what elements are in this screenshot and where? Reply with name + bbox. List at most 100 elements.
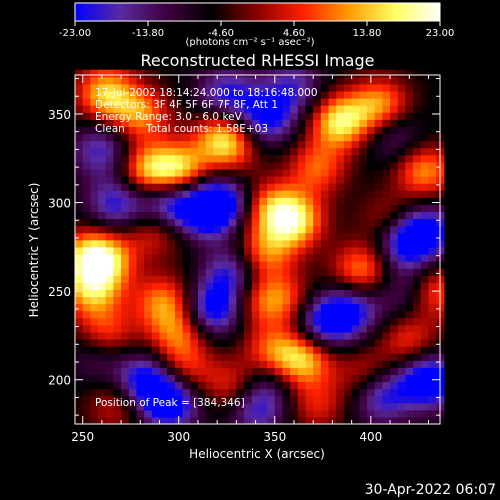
heatmap-cell [174, 296, 184, 305]
heatmap-cell [136, 381, 145, 390]
heatmap-cell [413, 331, 422, 340]
heatmap-cell [405, 105, 414, 113]
heatmap-cell [282, 168, 291, 177]
heatmap-cell [420, 105, 430, 113]
heatmap-cell [405, 317, 414, 326]
heatmap-cell [151, 90, 161, 99]
heatmap-cell [251, 253, 261, 262]
heatmap-cell [90, 268, 99, 276]
heatmap-cell [136, 90, 145, 99]
heatmap-cell [113, 239, 122, 248]
heatmap-cell [136, 402, 145, 411]
heatmap-cell [244, 119, 253, 127]
heatmap-cell [136, 232, 145, 241]
heatmap-cell [190, 232, 199, 241]
heatmap-cell [105, 402, 115, 411]
heatmap-cell [113, 296, 122, 305]
heatmap-cell [290, 183, 299, 191]
heatmap-cell [121, 275, 130, 283]
heatmap-cell [359, 154, 368, 163]
heatmap-cells [75, 69, 445, 425]
heatmap-cell [313, 197, 322, 205]
heatmap-cell [305, 296, 314, 305]
heatmap-cell [236, 310, 245, 319]
heatmap-cell [267, 268, 276, 276]
annotation-time: 17-Jul-2002 18:14:24.000 to 18:16:48.000 [95, 87, 318, 99]
heatmap-cell [343, 317, 353, 326]
heatmap-cell [313, 296, 322, 305]
heatmap-cell [297, 261, 307, 269]
heatmap-cell [121, 303, 130, 312]
heatmap-cell [336, 346, 345, 354]
heatmap-cell [90, 105, 99, 113]
heatmap-cell [343, 282, 353, 290]
heatmap-cell [182, 289, 191, 298]
heatmap-cell [121, 225, 130, 234]
heatmap-cell [382, 395, 391, 404]
heatmap-cell [390, 147, 399, 156]
heatmap-cell [413, 374, 422, 383]
heatmap-cell [244, 197, 253, 205]
heatmap-cell [228, 346, 237, 354]
heatmap-cell [121, 268, 130, 276]
heatmap-cell [374, 69, 383, 78]
heatmap-cell [174, 353, 184, 361]
heatmap-cell [297, 105, 307, 113]
heatmap-cell [351, 360, 360, 368]
heatmap-cell [182, 360, 191, 368]
heatmap-cell [274, 197, 284, 205]
heatmap-cell [328, 168, 337, 177]
heatmap-cell [167, 90, 176, 99]
heatmap-cell [136, 161, 145, 170]
heatmap-cell [313, 275, 322, 283]
heatmap-cell [90, 289, 99, 298]
heatmap-cell [75, 388, 84, 397]
heatmap-cell [228, 69, 237, 78]
heatmap-cell [113, 261, 122, 269]
heatmap-cell [113, 133, 122, 142]
heatmap-cell [259, 90, 268, 99]
heatmap-cell [413, 409, 422, 418]
heatmap-cell [75, 190, 84, 198]
heatmap-cell [98, 225, 107, 234]
heatmap-cell [305, 261, 314, 269]
heatmap-cell [367, 147, 376, 156]
heatmap-cell [336, 105, 345, 113]
heatmap-cell [274, 183, 284, 191]
heatmap-cell [159, 168, 168, 177]
heatmap-cell [382, 253, 391, 262]
heatmap-cell [190, 303, 199, 312]
heatmap-cell [390, 409, 399, 418]
heatmap-cell [259, 105, 268, 113]
heatmap-cell [343, 303, 353, 312]
heatmap-cell [328, 388, 337, 397]
heatmap-cell [151, 105, 161, 113]
heatmap-cell [313, 83, 322, 92]
heatmap-cell [228, 133, 237, 142]
heatmap-cell [105, 289, 115, 298]
heatmap-cell [397, 197, 407, 205]
heatmap-cell [182, 218, 191, 227]
heatmap-cell [420, 268, 430, 276]
heatmap-cell [190, 317, 199, 326]
heatmap-cell [236, 409, 245, 418]
heatmap-cell [236, 90, 245, 99]
heatmap-cell [313, 204, 322, 213]
colorbar-tick-label: 23.00 [426, 28, 455, 39]
heatmap-cell [282, 76, 291, 85]
heatmap-cell [259, 331, 268, 340]
heatmap-cell [221, 190, 230, 198]
heatmap-cell [267, 69, 276, 78]
heatmap-cell [128, 211, 138, 220]
heatmap-cell [320, 76, 330, 85]
heatmap-cell [267, 119, 276, 127]
heatmap-cell [167, 296, 176, 305]
heatmap-cell [82, 190, 91, 198]
heatmap-cell [367, 289, 376, 298]
heatmap-cell [420, 175, 430, 184]
heatmap-cell [351, 388, 360, 397]
heatmap-cell [274, 225, 284, 234]
heatmap-cell [351, 353, 360, 361]
heatmap-cell [259, 239, 268, 248]
